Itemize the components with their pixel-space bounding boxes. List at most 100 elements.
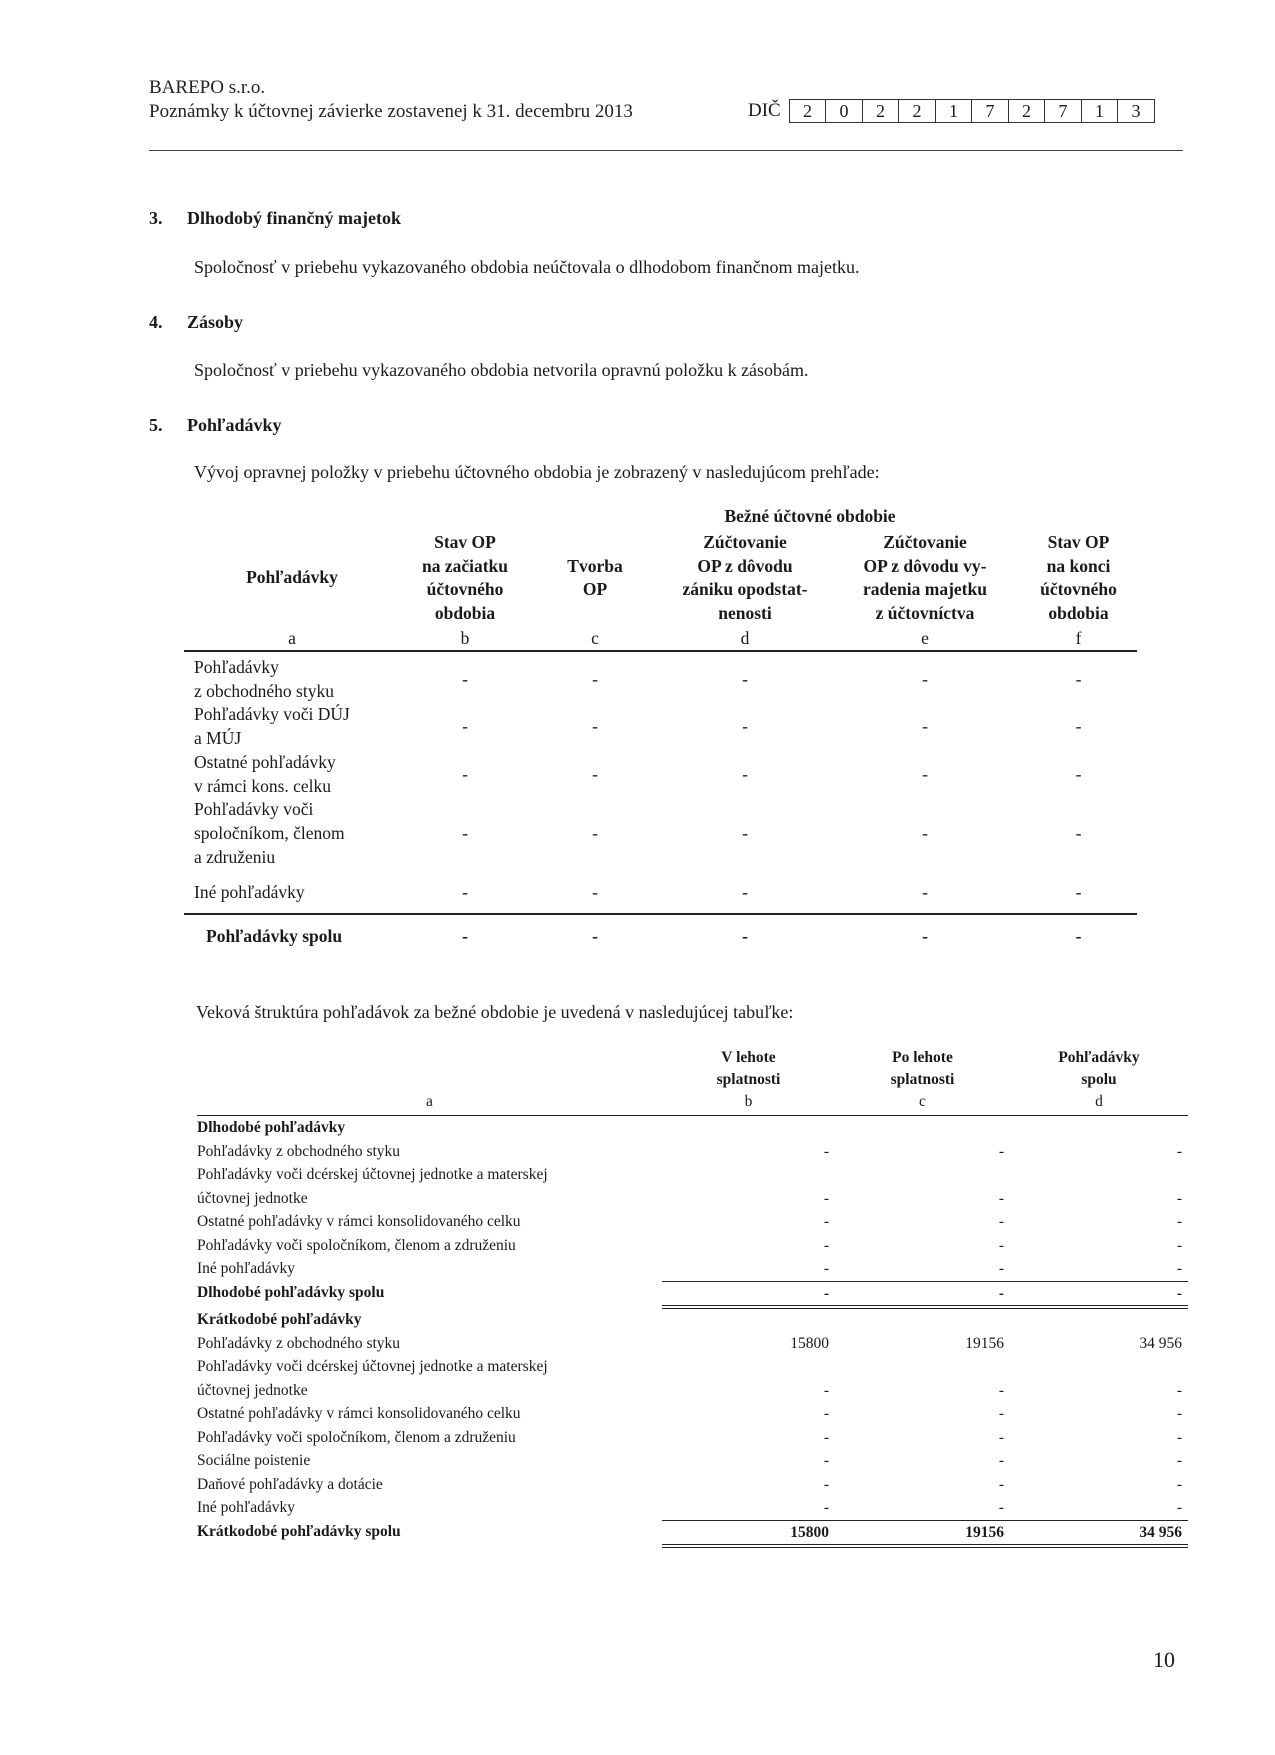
table-header: Pohľadávky Stav OP na začiatku účtovného obd… <box>184 530 1137 652</box>
cell-value: - <box>1075 668 1082 689</box>
table-row: Pohľadávky voči dcérskej účtovnej jednot… <box>197 1163 1188 1187</box>
header-line: splatnosti <box>890 1071 955 1088</box>
cell-value <box>662 1116 835 1140</box>
row-label: Sociálne poistenie <box>197 1452 311 1469</box>
section-number: 3. <box>149 208 163 228</box>
table-row: Dlhodobé pohľadávky <box>197 1116 1188 1140</box>
cell-value <box>1010 1355 1188 1379</box>
company-name: BAREPO s.r.o. <box>149 77 266 98</box>
header-line: OP <box>582 579 608 599</box>
cell-value: - <box>742 715 748 736</box>
cell-value: - <box>998 1452 1004 1469</box>
column-header: Tvorba OP <box>530 530 660 626</box>
column-letter: d <box>1095 1093 1103 1110</box>
column-header: V lehote splatnosti b <box>662 1047 835 1113</box>
column-header: Stav OP na začiatku účtovného obdobia <box>400 530 530 626</box>
header-row: a V lehote splatnosti b Po lehote splatnosti c… <box>197 1047 1188 1116</box>
row-label: Pohľadávky voči dcérskej účtovnej jednot… <box>197 1358 548 1375</box>
document-subtitle: Poznámky k účtovnej závierke zostavenej … <box>149 101 633 122</box>
header-line: OP z dôvodu <box>697 555 793 576</box>
header-line: účtovného <box>1040 579 1117 599</box>
row-label: Krátkodobé pohľadávky <box>197 1311 362 1328</box>
cell-value: - <box>462 881 468 902</box>
cell-value: - <box>998 1405 1004 1422</box>
column-letter: b <box>744 1093 753 1110</box>
table-row: Pohľadávky voči spoločníkom, členom a zd… <box>197 1426 1188 1450</box>
total-divider <box>184 913 1137 915</box>
cell-value: - <box>742 822 748 843</box>
header-line: na konci <box>1046 555 1111 576</box>
cell-value: - <box>1176 1405 1182 1422</box>
table-row: Ostatné pohľadávky v rámci konsolidované… <box>197 1402 1188 1426</box>
row-label: Pohľadávky voči spoločníkom, členom a zd… <box>197 1236 516 1254</box>
cell-value: 34 956 <box>1139 1334 1182 1352</box>
header-line: Zúčtovanie <box>703 532 787 552</box>
cell-value: - <box>823 1381 829 1399</box>
table-row: účtovnej jednotke - - - <box>197 1187 1188 1211</box>
total-value: - <box>922 925 928 946</box>
cell-value: - <box>462 715 468 736</box>
table-row: Pohľadávky z obchodného styku - - - - - <box>184 655 1137 702</box>
section-3-heading: 3. Dlhodobý finančný majetok <box>149 208 401 229</box>
column-letter: f <box>1075 628 1082 648</box>
cell-value: - <box>823 1236 829 1254</box>
cell-value: - <box>998 1381 1004 1399</box>
table-row: účtovnej jednotke - - - <box>197 1379 1188 1403</box>
row-label-line: a MÚJ <box>194 728 242 748</box>
row-label-line: Pohľadávky voči DÚJ <box>194 704 350 724</box>
page-number: 10 <box>1153 1647 1175 1672</box>
cell-value: - <box>823 1142 829 1160</box>
column-letter: d <box>740 628 750 648</box>
header-line: splatnosti <box>716 1071 781 1088</box>
table-row: Pohľadávky voči spoločníkom, členom a zdru… <box>184 797 1137 869</box>
cell-value: - <box>823 1189 829 1207</box>
cell-value: - <box>922 822 928 843</box>
row-label: Pohľadávky voči spoločníkom, členom a zdru… <box>184 797 400 869</box>
row-label: Ostatné pohľadávky v rámci konsolidované… <box>197 1405 521 1422</box>
header-line: OP z dôvodu vy- <box>863 555 987 576</box>
cell-value: - <box>823 1428 829 1446</box>
table2-intro: Veková štruktúra pohľadávok za bežné obd… <box>196 1002 794 1022</box>
cell-value: - <box>998 1189 1004 1207</box>
table-row: Sociálne poistenie - - - <box>197 1449 1188 1473</box>
cell-value: - <box>998 1428 1004 1446</box>
total-value: - <box>462 925 468 946</box>
cell-value: - <box>922 715 928 736</box>
cell-value: - <box>592 668 598 689</box>
total-value: - <box>592 925 598 946</box>
column-letter: c <box>591 628 599 648</box>
total-label: Pohľadávky spolu <box>206 926 343 946</box>
section-title: Dlhodobý finančný majetok <box>187 208 402 228</box>
row-label: Dlhodobé pohľadávky <box>197 1119 346 1136</box>
cell-value: - <box>998 1260 1004 1277</box>
table-row: Ostatné pohľadávky v rámci konsolidované… <box>197 1210 1188 1234</box>
cell-value: - <box>998 1499 1004 1516</box>
tax-id-label: DIČ <box>748 100 781 121</box>
tax-id-digit: 1 <box>936 100 973 122</box>
cell-value: 15800 <box>790 1334 829 1352</box>
table-row: Pohľadávky voči dcérskej účtovnej jednot… <box>197 1355 1188 1379</box>
row-label: Pohľadávky voči DÚJ a MÚJ <box>184 702 400 750</box>
header-line: obdobia <box>1048 602 1109 623</box>
cell-value: - <box>1075 715 1082 736</box>
column-letter: e <box>921 628 929 648</box>
cell-value: - <box>922 881 928 902</box>
header-line: obdobia <box>434 602 496 623</box>
cell-value: - <box>462 668 468 689</box>
cell-value: - <box>462 763 468 784</box>
cell-value <box>835 1355 1010 1379</box>
cell-value <box>662 1355 835 1379</box>
header-lines: Po lehote splatnosti <box>835 1047 1010 1091</box>
header-line: účtovného <box>426 579 504 599</box>
row-label: Iné pohľadávky <box>184 880 400 904</box>
tax-id-digit: 7 <box>1045 100 1082 122</box>
header-line: Po lehote <box>892 1049 953 1066</box>
cell-value: - <box>1176 1452 1182 1469</box>
cell-value: - <box>592 715 598 736</box>
cell-value: - <box>1176 1213 1182 1230</box>
section-number: 4. <box>149 312 163 332</box>
table-row: Iné pohľadávky - - - - - <box>184 878 1137 906</box>
row-label: Ostatné pohľadávky v rámci kons. celku <box>184 750 400 798</box>
header-line: V lehote <box>721 1049 776 1066</box>
